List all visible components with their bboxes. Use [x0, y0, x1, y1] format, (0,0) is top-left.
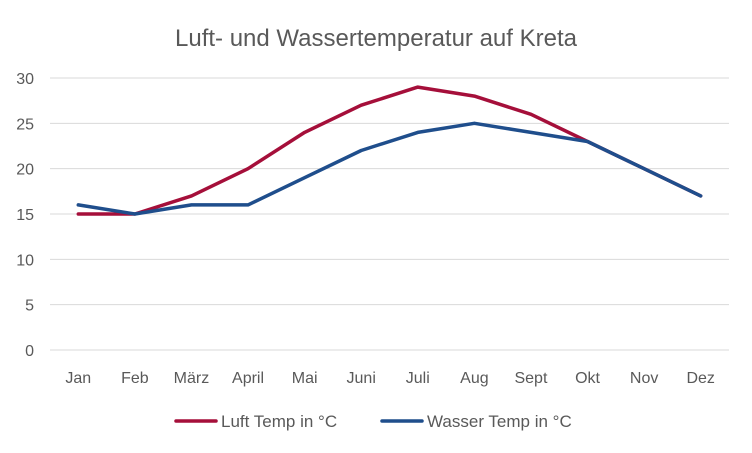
legend[interactable]: Luft Temp in °C Wasser Temp in °C	[174, 412, 572, 431]
legend-label: Luft Temp in °C	[221, 412, 337, 431]
x-tick-label: Sept	[514, 370, 547, 387]
x-tick-label: Dez	[686, 370, 714, 387]
gridlines	[50, 77, 729, 351]
x-tick-label: Aug	[460, 370, 488, 387]
x-tick-label: Mai	[292, 370, 318, 387]
x-tick-label: Feb	[121, 370, 149, 387]
y-tick-label: 25	[16, 116, 34, 133]
legend-item-wasser[interactable]: Wasser Temp in °C	[380, 412, 572, 431]
y-tick-label: 5	[25, 298, 34, 315]
y-tick-label: 15	[16, 207, 34, 224]
y-tick-label: 0	[25, 343, 34, 360]
x-tick-label: Nov	[630, 370, 658, 387]
y-tick-label: 30	[16, 71, 34, 88]
x-tick-label: Juni	[347, 370, 376, 387]
x-tick-label: März	[174, 370, 210, 387]
y-axis-ticks: 0 5 10 15 20 25 30	[16, 71, 34, 360]
x-tick-label: April	[232, 370, 264, 387]
x-axis-ticks: Jan Feb März April Mai Juni Juli Aug Sept Okt Nov D…	[65, 370, 715, 387]
x-tick-label: Okt	[575, 370, 600, 387]
x-tick-label: Juli	[406, 370, 430, 387]
y-tick-label: 10	[16, 252, 34, 269]
chart-title: Luft- und Wassertemperatur auf Kreta	[175, 25, 578, 52]
legend-label: Wasser Temp in °C	[427, 412, 572, 431]
y-tick-label: 20	[16, 162, 34, 179]
x-tick-label: Jan	[65, 370, 91, 387]
series-line-wasser	[76, 121, 703, 216]
series-lines	[76, 85, 703, 216]
legend-item-luft[interactable]: Luft Temp in °C	[174, 412, 337, 431]
